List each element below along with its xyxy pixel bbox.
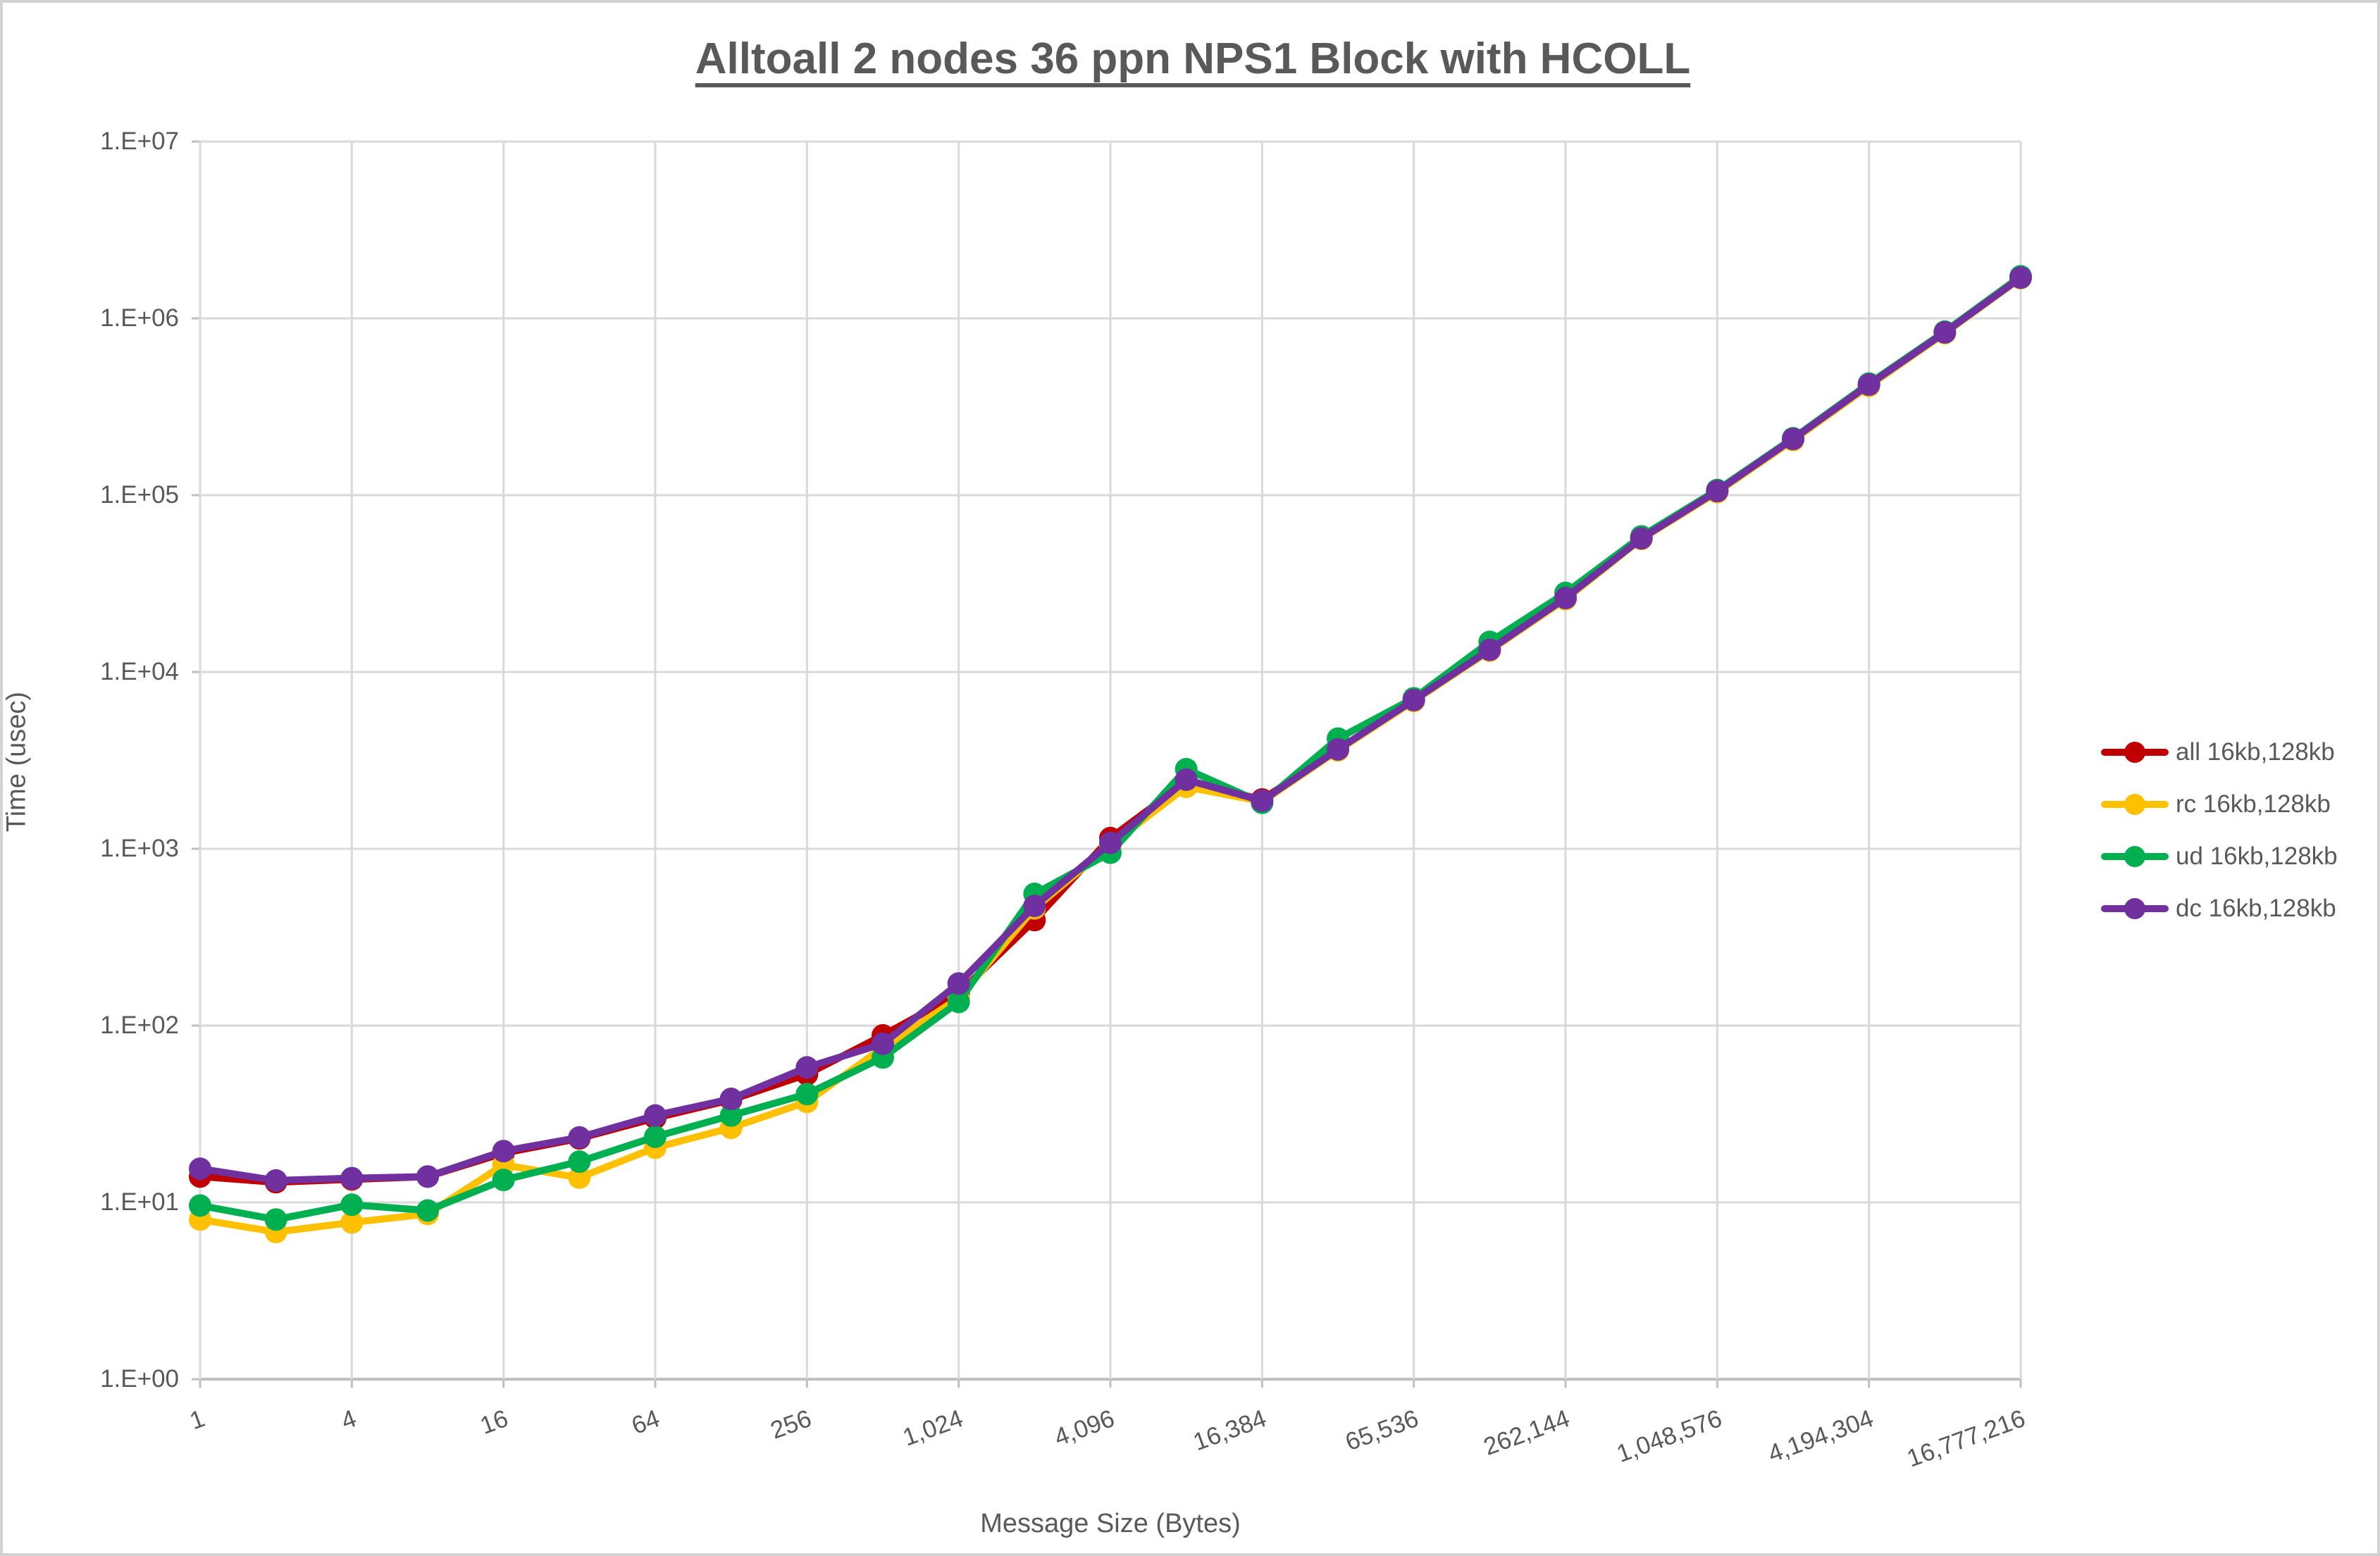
data-point-marker[interactable] bbox=[1327, 737, 1349, 761]
plot-area bbox=[189, 140, 2032, 1388]
data-point-marker[interactable] bbox=[1857, 373, 1880, 397]
data-point-marker[interactable] bbox=[795, 1083, 819, 1106]
legend-item-dc[interactable]: dc 16kb,128kb bbox=[2101, 883, 2338, 935]
data-point-marker[interactable] bbox=[189, 1194, 211, 1217]
data-point-marker[interactable] bbox=[795, 1056, 819, 1079]
data-point-marker[interactable] bbox=[568, 1150, 591, 1174]
data-point-marker[interactable] bbox=[2009, 266, 2032, 290]
y-tick-label: 1.E+03 bbox=[100, 835, 179, 862]
chart-title: Alltoall 2 nodes 36 ppn NPS1 Block with … bbox=[695, 35, 1691, 83]
data-point-marker[interactable] bbox=[644, 1104, 667, 1127]
data-point-marker[interactable] bbox=[719, 1088, 743, 1111]
legend-item-label: rc 16kb,128kb bbox=[2176, 790, 2331, 818]
data-point-marker[interactable] bbox=[1630, 527, 1653, 550]
legend-item-label: ud 16kb,128kb bbox=[2176, 842, 2338, 870]
data-point-marker[interactable] bbox=[1023, 895, 1046, 918]
legend-item-rc[interactable]: rc 16kb,128kb bbox=[2101, 778, 2338, 830]
legend-marker-dot bbox=[2124, 898, 2145, 919]
y-tick-label: 1.E+05 bbox=[100, 481, 179, 509]
data-point-marker[interactable] bbox=[947, 972, 970, 995]
data-point-marker[interactable] bbox=[1402, 688, 1425, 711]
legend-line-swatch bbox=[2101, 794, 2169, 815]
data-point-marker[interactable] bbox=[1706, 480, 1729, 503]
legend-line-swatch bbox=[2101, 846, 2169, 867]
data-point-marker[interactable] bbox=[189, 1157, 211, 1181]
data-point-marker[interactable] bbox=[1251, 789, 1274, 812]
y-tick-label: 1.E+00 bbox=[100, 1365, 179, 1393]
x-axis-title: Message Size (Bytes) bbox=[980, 1509, 1241, 1538]
data-point-marker[interactable] bbox=[719, 1104, 743, 1127]
data-point-marker[interactable] bbox=[644, 1125, 667, 1148]
legend-line-swatch bbox=[2101, 898, 2169, 919]
legend: all 16kb,128kb rc 16kb,128kb ud 16kb,128… bbox=[2101, 726, 2338, 935]
y-tick-label: 1.E+02 bbox=[100, 1012, 179, 1039]
data-point-marker[interactable] bbox=[416, 1165, 439, 1188]
legend-item-all[interactable]: all 16kb,128kb bbox=[2101, 726, 2338, 778]
data-point-marker[interactable] bbox=[492, 1140, 515, 1163]
data-point-marker[interactable] bbox=[340, 1211, 364, 1234]
data-point-marker[interactable] bbox=[1782, 428, 1804, 451]
legend-marker-dot bbox=[2124, 742, 2145, 763]
legend-item-label: dc 16kb,128kb bbox=[2176, 895, 2336, 922]
legend-item-ud[interactable]: ud 16kb,128kb bbox=[2101, 830, 2338, 883]
data-point-marker[interactable] bbox=[264, 1169, 287, 1192]
data-point-marker[interactable] bbox=[1554, 587, 1577, 610]
data-point-marker[interactable] bbox=[340, 1193, 364, 1216]
legend-marker-dot bbox=[2124, 846, 2145, 867]
y-tick-label: 1.E+07 bbox=[100, 127, 179, 155]
y-tick-label: 1.E+04 bbox=[100, 658, 179, 685]
data-point-marker[interactable] bbox=[947, 990, 970, 1014]
legend-line-swatch bbox=[2101, 742, 2169, 763]
y-tick-label: 1.E+01 bbox=[100, 1188, 179, 1216]
data-point-marker[interactable] bbox=[264, 1208, 287, 1231]
legend-marker-dot bbox=[2124, 794, 2145, 815]
data-point-marker[interactable] bbox=[872, 1032, 894, 1055]
data-point-marker[interactable] bbox=[416, 1199, 439, 1222]
y-tick-label: 1.E+06 bbox=[100, 304, 179, 332]
data-point-marker[interactable] bbox=[1478, 638, 1501, 661]
data-point-marker[interactable] bbox=[568, 1166, 591, 1189]
data-point-marker[interactable] bbox=[340, 1166, 364, 1190]
data-point-marker[interactable] bbox=[568, 1126, 591, 1149]
legend-item-label: all 16kb,128kb bbox=[2176, 738, 2335, 766]
data-point-marker[interactable] bbox=[492, 1169, 515, 1192]
data-point-marker[interactable] bbox=[1174, 768, 1198, 791]
data-point-marker[interactable] bbox=[1933, 320, 1957, 344]
data-point-marker[interactable] bbox=[1099, 831, 1122, 854]
